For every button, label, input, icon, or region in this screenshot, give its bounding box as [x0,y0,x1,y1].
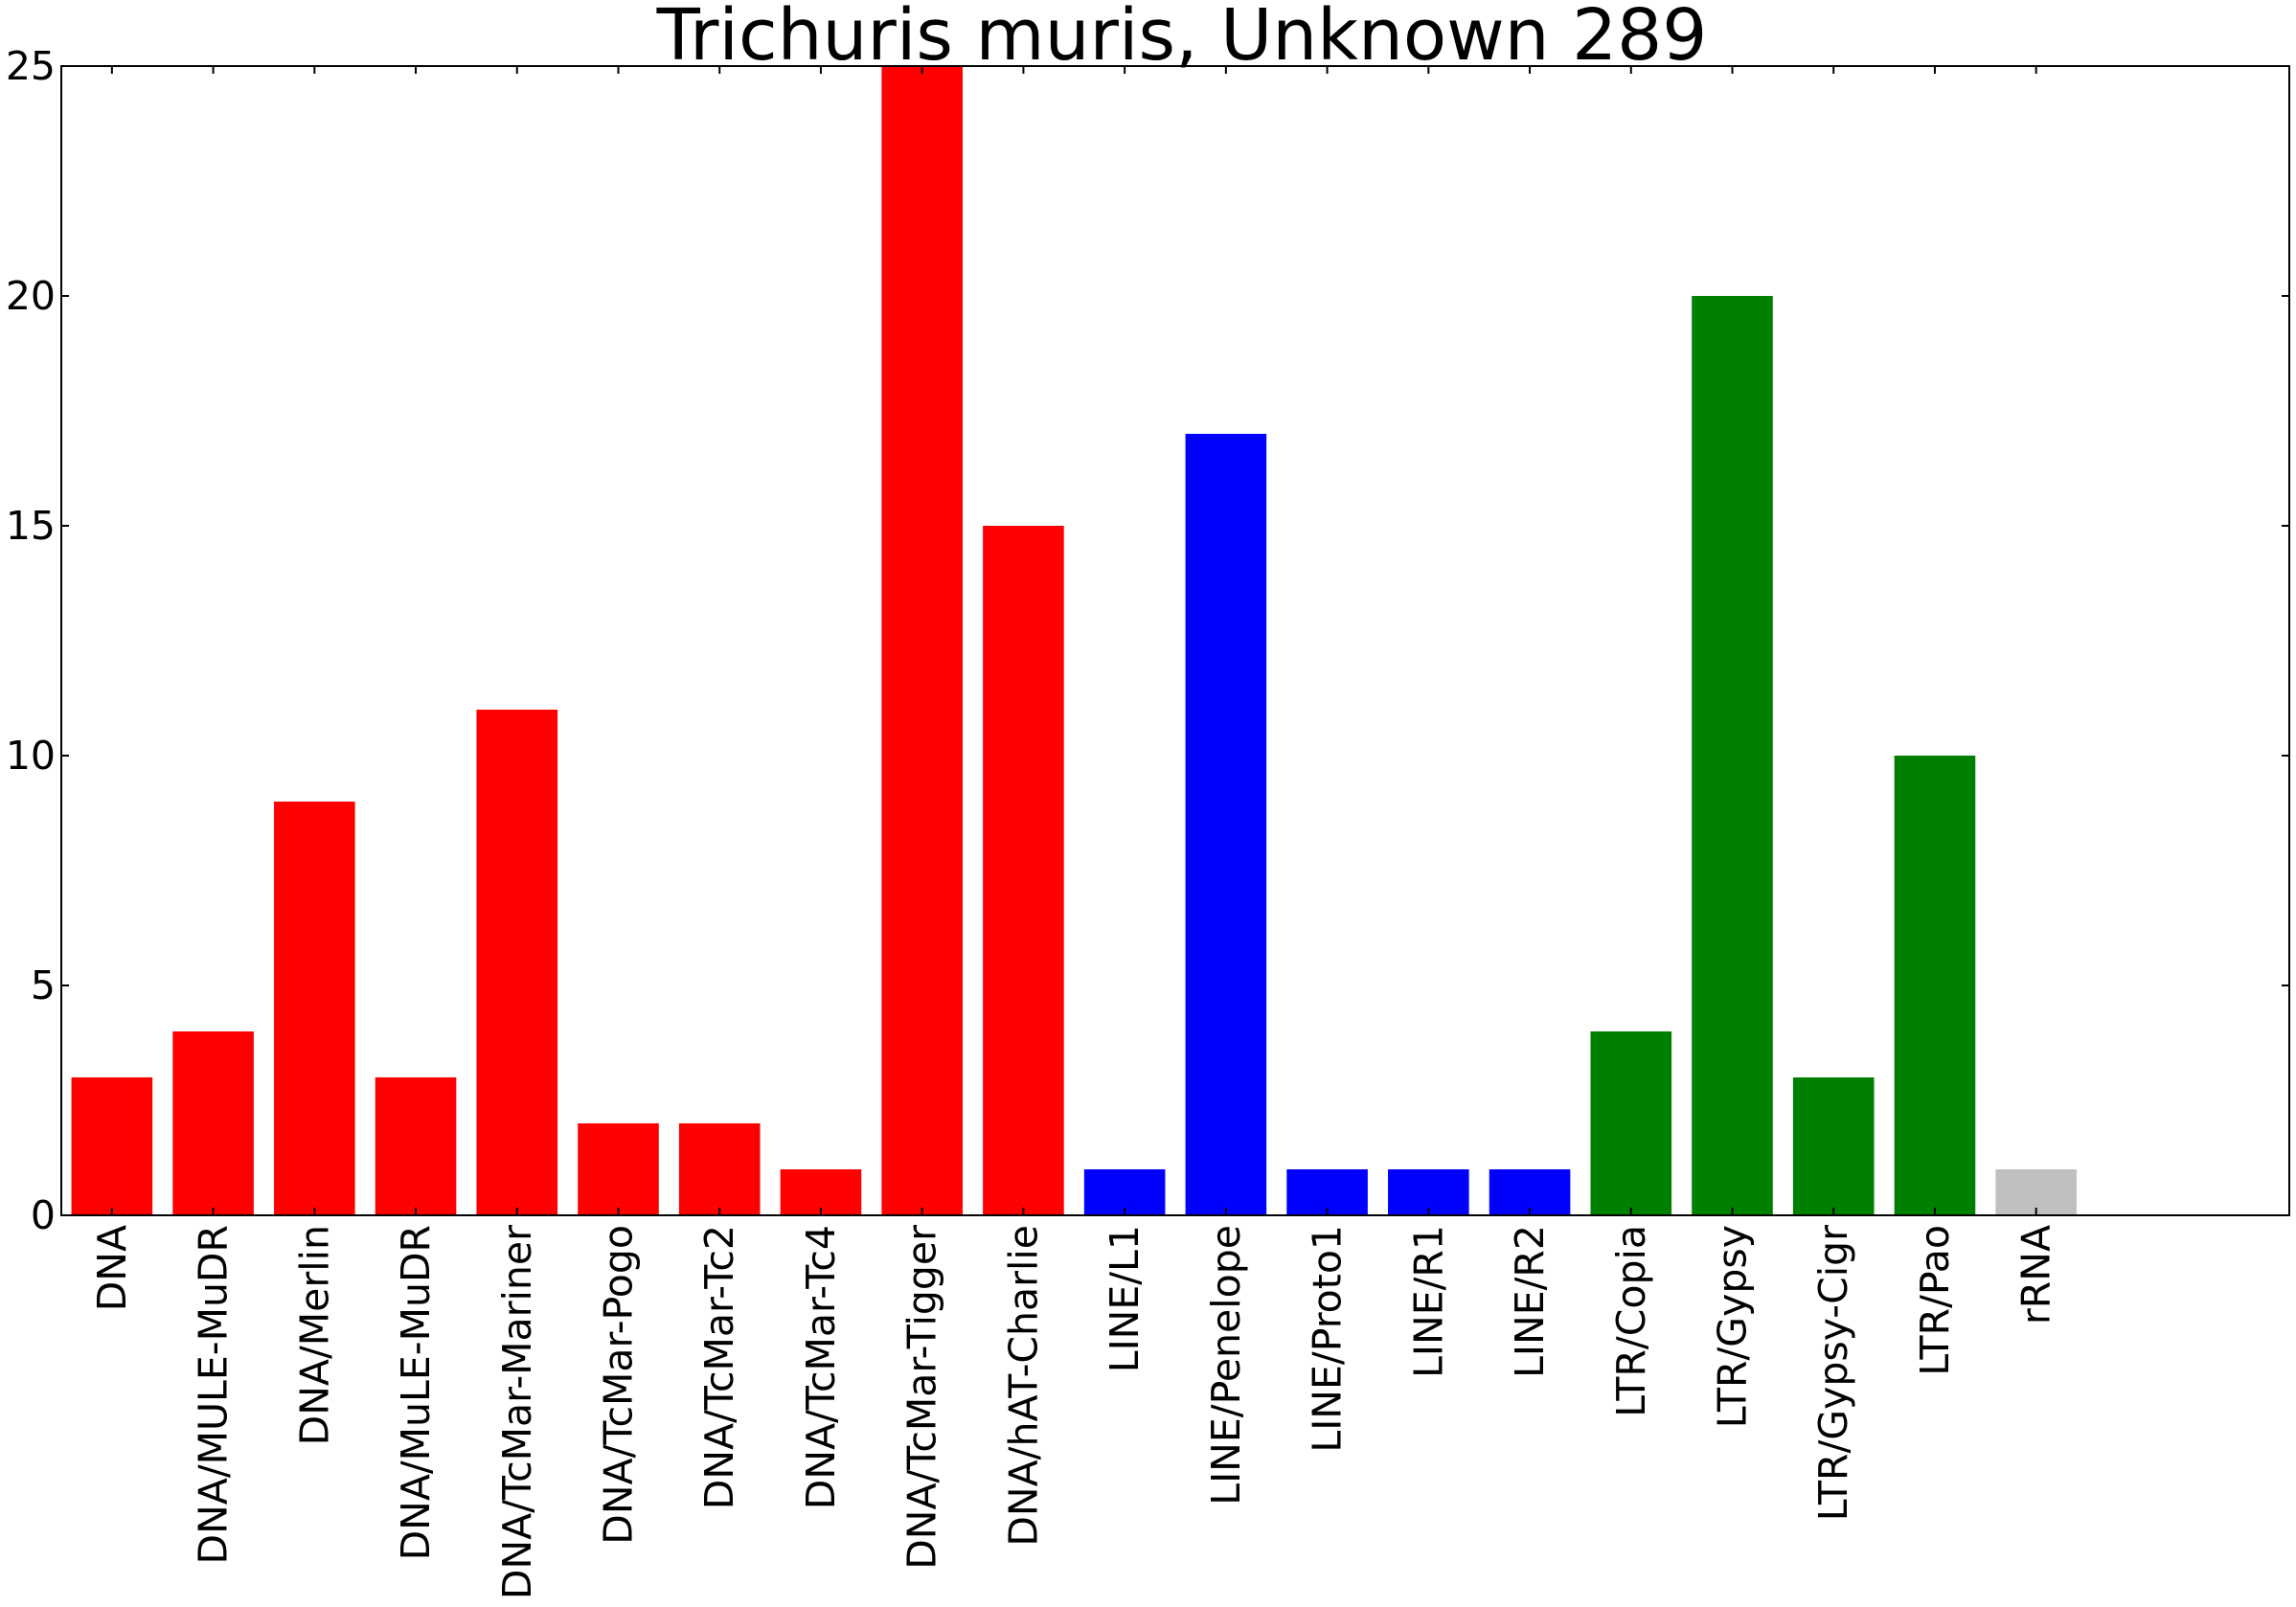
bar-dna [71,1077,153,1215]
bar-ltr-gypsy-cigr [1792,1077,1875,1215]
y-tick-label: 0 [31,1192,56,1238]
bar-dna-merlin [274,802,355,1215]
x-tick-label: DNA [89,1225,135,1311]
x-tick-label: LINE/L1 [1102,1225,1148,1372]
x-tick-label: DNA/hAT-Charlie [1000,1225,1046,1547]
x-tick-label: LTR/Copia [1608,1225,1654,1417]
plot-area-frame [60,65,2290,1216]
bar-dna-mule-mudr [172,1031,254,1215]
bar-ltr-pao [1894,756,1976,1215]
x-tick-label: LINE/R2 [1507,1225,1553,1378]
x-tick-label: DNA/Merlin [291,1225,337,1445]
x-tick-label: DNA/TcMar-Tc2 [696,1225,742,1509]
chart-title: Trichuris muris, Unknown 289 [656,0,1708,77]
bar-dna-tcmar-tigger [881,66,963,1215]
x-tick-label: LINE/Penelope [1203,1225,1249,1505]
bar-dna-tcmar-tc2 [678,1123,761,1215]
bar-ltr-gypsy [1692,296,1773,1215]
bar-dna-mule-mudr [375,1077,457,1215]
x-tick-label: DNA/TcMar-Tigger [899,1225,945,1570]
x-tick-label: DNA/TcMar-Pogo [596,1225,642,1545]
bar-line-penelope [1185,434,1267,1215]
x-tick-label: LTR/Gypsy-Cigr [1810,1225,1856,1521]
bar-dna-tcmar-mariner [476,710,558,1215]
y-tick-label: 5 [31,962,56,1008]
bar-dna-hat-charlie [983,526,1064,1215]
x-tick-label: DNA/TcMar-Tc4 [798,1225,844,1509]
x-tick-label: LTR/Gypsy [1710,1225,1756,1428]
y-tick-label: 20 [6,273,56,319]
x-tick-label: LINE/Proto1 [1305,1225,1351,1453]
x-tick-label: rRNA [2013,1225,2059,1324]
x-tick-label: LINE/R1 [1405,1225,1451,1378]
bar-dna-tcmar-pogo [578,1123,659,1215]
x-tick-label: DNA/MULE-MuDR [191,1225,237,1564]
y-tick-label: 15 [6,503,56,549]
y-tick-label: 10 [6,733,56,779]
x-axis-ticks: DNA DNA/MULE-MuDR DNA/Merlin DNA/MuLE-MuDR D… [89,66,2059,1599]
x-tick-label: DNA/TcMar-Mariner [494,1225,540,1599]
x-tick-label: DNA/MuLE-MuDR [393,1225,439,1560]
bar-ltr-copia [1590,1031,1672,1215]
x-tick-label: LTR/Pao [1912,1225,1958,1376]
y-tick-label: 25 [6,43,56,89]
bars-group [71,66,2077,1215]
